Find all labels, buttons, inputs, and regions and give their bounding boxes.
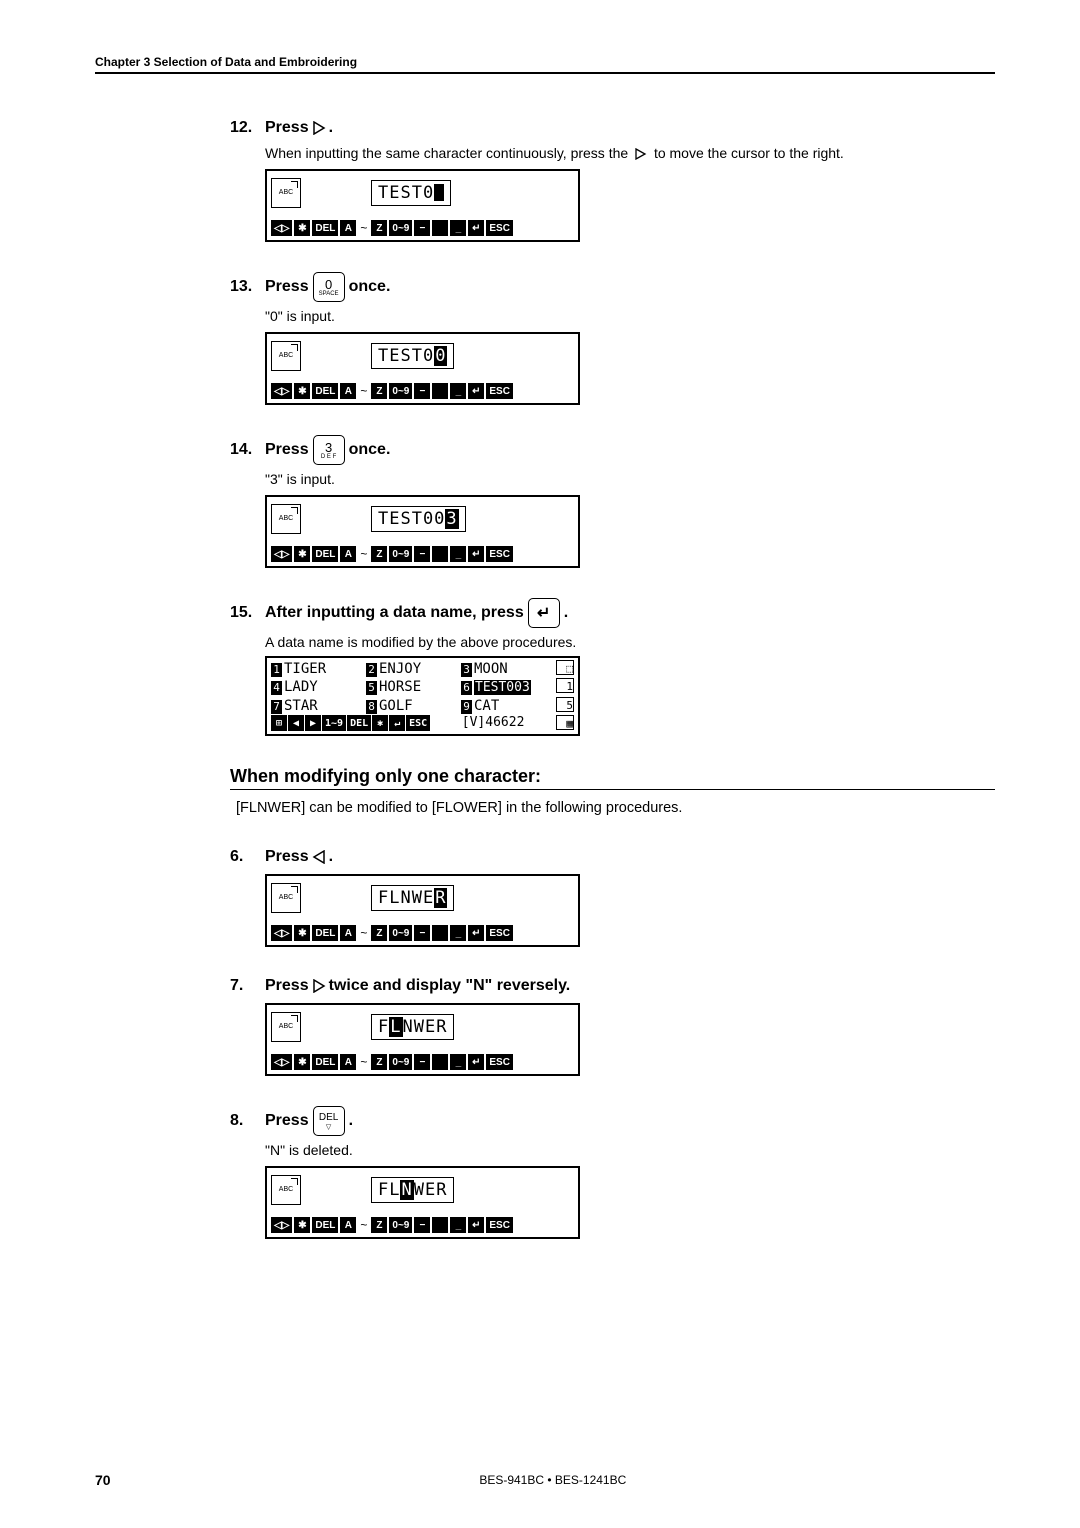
main-content: 12. Press . When inputting the same char… (230, 119, 995, 736)
key-row: ◁▷✱DELA~Z0~9− _↵ESC (271, 383, 574, 399)
text-display: TEST00 (371, 343, 454, 369)
lcd-screen: ABC FLNWER ◁▷✱DELA~Z0~9− _↵ESC (265, 1166, 580, 1239)
key-row: ◁▷✱DELA~Z0~9− _↵ESC (271, 220, 574, 236)
step-subdesc: "N" is deleted. (265, 1142, 995, 1158)
step-number: 14. (230, 441, 265, 459)
step-12: 12. Press . When inputting the same char… (230, 119, 995, 242)
step-number: 12. (230, 119, 265, 137)
right-triangle-icon (635, 148, 647, 160)
abc-icon: ABC (271, 504, 301, 534)
section-description: [FLNWER] can be modified to [FLOWER] in … (236, 800, 995, 816)
step-title: Press twice and display "N" reversely. (265, 977, 570, 995)
text-display: FLNWER (371, 1014, 454, 1040)
section-title: When modifying only one character: (230, 766, 995, 787)
list-screen: 1TIGER 2ENJOY 3MOON ⬚ 4LADY 5HORSE 6TEST… (265, 656, 580, 736)
text-display: TEST0 (371, 180, 451, 206)
lcd-screen: ABC FLNWER ◁▷✱DELA~Z0~9− _↵ESC (265, 1003, 580, 1076)
key-3: 3D E F (313, 435, 345, 465)
text-display: FLNWER (371, 885, 454, 911)
key-row: ◁▷✱DELA~Z0~9− _↵ESC (271, 1054, 574, 1070)
abc-icon: ABC (271, 178, 301, 208)
step-subdesc: "3" is input. (265, 471, 995, 487)
abc-icon: ABC (271, 1012, 301, 1042)
lcd-screen: ABC TEST003 ◁▷✱DELA~Z0~9− _↵ESC (265, 495, 580, 568)
step-7: 7. Press twice and display "N" reversely… (230, 977, 995, 1076)
key-row: ◁▷✱DELA~Z0~9− _↵ESC (271, 1217, 574, 1233)
model-label: BES-941BC • BES-1241BC (479, 1473, 626, 1487)
text-display: TEST003 (371, 506, 466, 532)
enter-key: ↵ (528, 598, 560, 628)
step-subdesc: A data name is modified by the above pro… (265, 634, 995, 650)
step-15: 15. After inputting a data name, press ↵… (230, 598, 995, 736)
right-triangle-icon (312, 121, 326, 135)
del-key: DEL▽ (313, 1106, 345, 1136)
step-number: 13. (230, 278, 265, 296)
step-number: 8. (230, 1112, 265, 1130)
lcd-screen: ABC TEST0 ◁▷✱DELA~Z0~9− _↵ESC (265, 169, 580, 242)
step-subdesc: "0" is input. (265, 308, 995, 324)
step-8: 8. Press DEL▽ . "N" is deleted. ABC FLNW… (230, 1106, 995, 1239)
step-title: Press DEL▽ . (265, 1106, 353, 1136)
chapter-header: Chapter 3 Selection of Data and Embroide… (95, 55, 995, 69)
page-number: 70 (95, 1472, 111, 1488)
step-description: When inputting the same character contin… (265, 145, 995, 161)
key-row: ◁▷✱DELA~Z0~9− _↵ESC (271, 925, 574, 941)
lcd-screen: ABC TEST00 ◁▷✱DELA~Z0~9− _↵ESC (265, 332, 580, 405)
step-number: 15. (230, 604, 265, 622)
right-triangle-icon (312, 979, 326, 993)
step-6: 6. Press . ABC FLNWER ◁▷✱DELA~Z0~9− _↵ES… (230, 848, 995, 947)
section-divider (230, 789, 995, 790)
abc-icon: ABC (271, 341, 301, 371)
content-section-2: 6. Press . ABC FLNWER ◁▷✱DELA~Z0~9− _↵ES… (230, 848, 995, 1239)
abc-icon: ABC (271, 883, 301, 913)
abc-icon: ABC (271, 1175, 301, 1205)
text-display: FLNWER (371, 1177, 454, 1203)
step-14: 14. Press 3D E F once. "3" is input. ABC… (230, 435, 995, 568)
header-divider (95, 72, 995, 74)
step-number: 7. (230, 977, 265, 995)
page-footer: 70 BES-941BC • BES-1241BC (95, 1472, 995, 1488)
left-triangle-icon (312, 850, 326, 864)
step-title: Press . (265, 848, 333, 866)
key-row: ◁▷✱DELA~Z0~9− _↵ESC (271, 546, 574, 562)
step-title: Press 3D E F once. (265, 435, 390, 465)
key-0: 0SPACE (313, 272, 345, 302)
step-13: 13. Press 0SPACE once. "0" is input. ABC… (230, 272, 995, 405)
step-title: Press . (265, 119, 333, 137)
step-number: 6. (230, 848, 265, 866)
step-title: Press 0SPACE once. (265, 272, 390, 302)
lcd-screen: ABC FLNWER ◁▷✱DELA~Z0~9− _↵ESC (265, 874, 580, 947)
step-title: After inputting a data name, press ↵ . (265, 598, 568, 628)
cursor-icon (434, 184, 444, 201)
